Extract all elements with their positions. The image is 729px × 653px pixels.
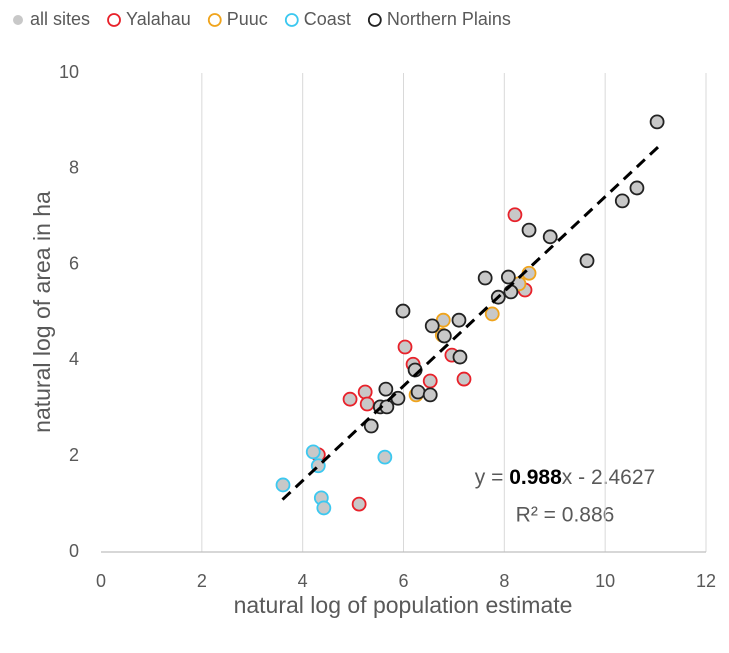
point xyxy=(351,496,367,512)
point xyxy=(316,500,332,516)
point xyxy=(579,253,595,269)
point xyxy=(422,387,438,403)
legend-label: all sites xyxy=(30,9,90,29)
point xyxy=(397,339,413,355)
point xyxy=(503,284,519,300)
point xyxy=(477,270,493,286)
x-tick-label: 8 xyxy=(499,571,509,591)
equation-part: y = xyxy=(475,466,509,489)
x-tick-label: 2 xyxy=(197,571,207,591)
x-axis-title: natural log of population estimate xyxy=(234,592,573,618)
y-axis-title: natural log of area in ha xyxy=(29,191,55,433)
point xyxy=(305,444,321,460)
y-tick-label: 0 xyxy=(69,541,79,561)
point xyxy=(357,384,373,400)
x-tick-label: 10 xyxy=(595,571,615,591)
x-tick-label: 4 xyxy=(298,571,308,591)
equation-part: x - 2.4627 xyxy=(562,466,655,489)
point xyxy=(521,222,537,238)
point xyxy=(359,396,375,412)
point xyxy=(378,381,394,397)
equation-slope: 0.988 xyxy=(509,466,562,489)
point xyxy=(436,328,452,344)
trend-equation: y = 0.988x - 2.4627 xyxy=(475,466,655,489)
point xyxy=(377,449,393,465)
legend-label: Northern Plains xyxy=(387,9,511,29)
point xyxy=(451,312,467,328)
y-tick-label: 2 xyxy=(69,445,79,465)
legend-marker xyxy=(367,13,382,27)
point xyxy=(342,391,358,407)
legend-label: Coast xyxy=(304,9,351,29)
legend-marker xyxy=(207,13,222,27)
x-tick-label: 0 xyxy=(96,571,106,591)
point xyxy=(507,207,523,223)
legend-label: Puuc xyxy=(227,9,268,29)
point xyxy=(614,193,630,209)
legend-marker xyxy=(13,15,23,25)
trendline xyxy=(281,143,662,501)
point xyxy=(629,180,645,196)
point xyxy=(395,303,411,319)
point xyxy=(275,477,291,493)
r-squared: R² = 0.886 xyxy=(516,504,615,527)
point xyxy=(363,418,379,434)
point xyxy=(649,114,665,130)
point xyxy=(452,349,468,365)
legend: all sites Yalahau Puuc Coast Northern Plains xyxy=(13,9,511,29)
point xyxy=(484,306,500,322)
point xyxy=(410,384,426,400)
point xyxy=(542,229,558,245)
x-tick-label: 12 xyxy=(696,571,716,591)
legend-marker xyxy=(107,13,121,27)
y-tick-label: 8 xyxy=(69,158,79,178)
y-tick-label: 4 xyxy=(69,349,79,369)
point xyxy=(500,269,516,285)
legend-marker xyxy=(284,13,299,27)
legend-label: Yalahau xyxy=(126,9,191,29)
y-tick-label: 10 xyxy=(59,62,79,82)
point xyxy=(456,371,472,387)
point xyxy=(424,318,440,334)
x-tick-label: 6 xyxy=(398,571,408,591)
y-tick-label: 6 xyxy=(69,253,79,273)
point xyxy=(422,373,438,389)
